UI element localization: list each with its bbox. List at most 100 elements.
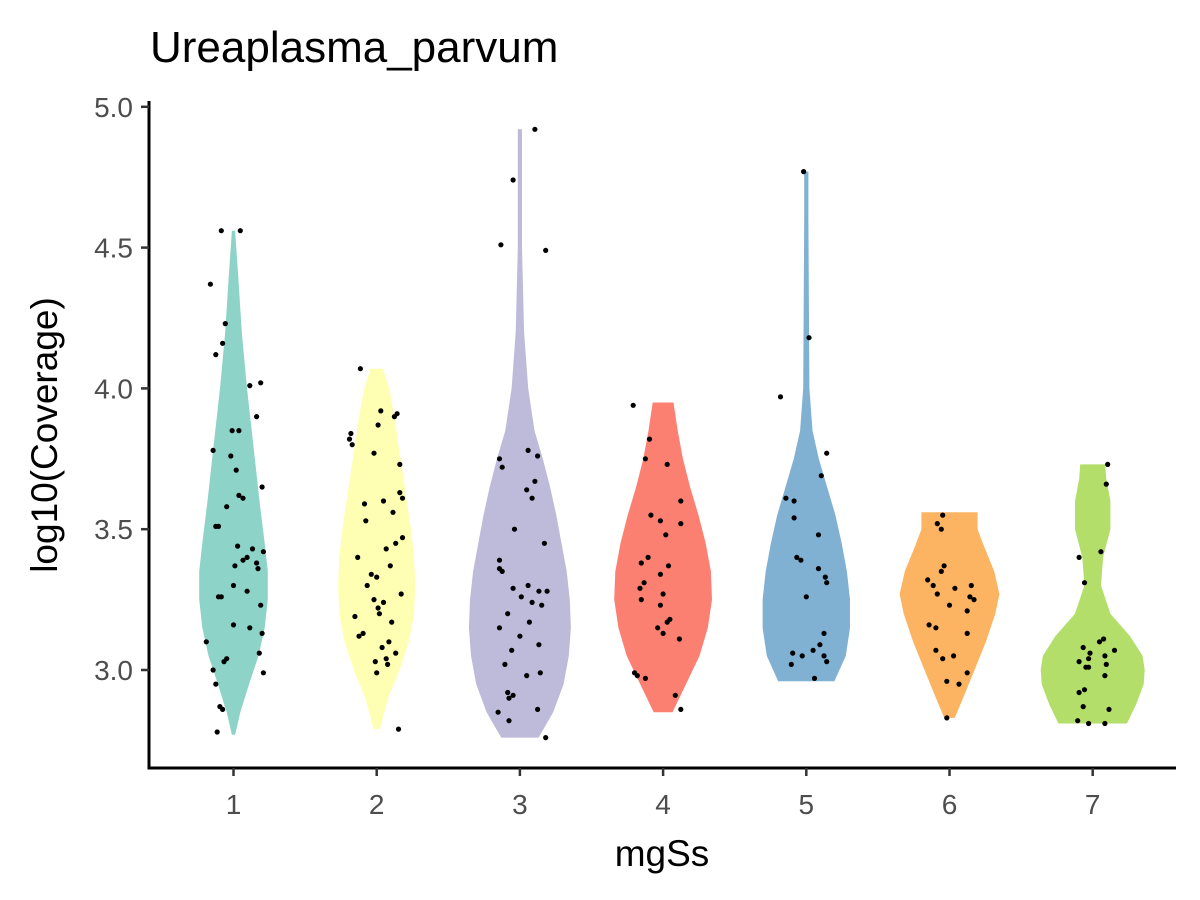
data-point-3 <box>499 464 505 470</box>
data-point-4 <box>642 456 649 462</box>
data-point-1 <box>237 228 243 234</box>
data-point-1 <box>240 557 246 563</box>
data-point-2 <box>379 644 385 651</box>
data-point-4 <box>678 521 684 527</box>
data-point-2 <box>399 495 406 501</box>
data-point-4 <box>642 675 649 682</box>
data-point-1 <box>203 639 209 645</box>
data-point-6 <box>934 521 940 527</box>
data-point-7 <box>1086 720 1092 727</box>
data-point-2 <box>346 436 353 442</box>
data-point-5 <box>818 473 824 479</box>
data-point-2 <box>393 540 399 546</box>
data-point-3 <box>537 670 543 676</box>
data-point-6 <box>944 715 950 721</box>
data-point-3 <box>525 582 531 589</box>
data-point-4 <box>638 560 644 566</box>
x-tick-label: 7 <box>1085 789 1101 820</box>
data-point-6 <box>926 622 932 628</box>
data-point-5 <box>788 661 794 668</box>
data-point-2 <box>349 442 355 448</box>
data-point-4 <box>645 554 651 561</box>
data-point-3 <box>535 453 541 459</box>
data-point-5 <box>798 557 804 563</box>
data-point-5 <box>790 650 796 656</box>
data-point-2 <box>378 408 384 414</box>
data-point-3 <box>518 594 524 600</box>
data-point-6 <box>938 526 944 532</box>
data-point-2 <box>375 605 381 611</box>
data-point-1 <box>258 380 264 386</box>
data-point-1 <box>255 566 261 572</box>
data-point-7 <box>1080 704 1086 710</box>
violin-5 <box>762 171 850 682</box>
x-tick-label: 4 <box>655 789 671 820</box>
data-point-3 <box>495 709 501 715</box>
data-point-1 <box>254 414 260 420</box>
data-point-3 <box>496 557 503 563</box>
data-point-4 <box>660 630 666 637</box>
data-point-1 <box>210 447 216 453</box>
data-point-3 <box>536 642 542 648</box>
data-point-1 <box>213 352 219 358</box>
data-point-4 <box>664 461 670 467</box>
data-point-6 <box>964 670 970 676</box>
data-point-3 <box>524 487 530 493</box>
data-point-7 <box>1106 706 1112 713</box>
data-point-4 <box>657 571 664 577</box>
data-point-5 <box>791 498 797 504</box>
data-point-1 <box>259 484 265 490</box>
data-point-5 <box>824 659 830 665</box>
data-point-3 <box>510 692 516 698</box>
data-point-5 <box>794 554 800 561</box>
data-point-3 <box>505 611 511 617</box>
data-point-2 <box>397 490 403 496</box>
data-point-1 <box>229 428 235 434</box>
data-point-6 <box>933 625 939 631</box>
data-point-3 <box>539 602 545 608</box>
data-point-2 <box>355 554 361 561</box>
data-point-7 <box>1086 656 1092 662</box>
data-point-2 <box>383 546 389 552</box>
chart-title: Ureaplasma_parvum <box>150 23 558 72</box>
data-point-3 <box>536 588 542 594</box>
data-point-2 <box>389 619 395 625</box>
data-point-7 <box>1103 661 1109 668</box>
data-point-1 <box>218 228 224 234</box>
data-point-3 <box>535 706 541 713</box>
data-point-5 <box>824 450 830 456</box>
data-point-4 <box>637 585 643 591</box>
data-point-6 <box>944 678 950 684</box>
data-point-2 <box>374 574 380 580</box>
data-point-7 <box>1080 644 1086 651</box>
data-point-5 <box>811 675 818 682</box>
data-point-1 <box>222 321 228 327</box>
violin-6 <box>899 512 1000 718</box>
data-point-1 <box>235 543 241 549</box>
data-point-7 <box>1075 718 1081 724</box>
data-point-2 <box>363 518 369 524</box>
x-tick-label: 3 <box>512 789 528 820</box>
data-point-2 <box>383 656 389 662</box>
data-point-5 <box>803 594 809 600</box>
data-point-7 <box>1102 673 1108 679</box>
violin-3 <box>468 129 571 738</box>
data-point-3 <box>526 619 533 625</box>
data-point-1 <box>244 588 250 594</box>
data-point-2 <box>391 414 397 420</box>
data-point-6 <box>968 582 974 589</box>
data-point-6 <box>952 585 958 591</box>
data-point-4 <box>665 563 672 569</box>
axes-layer <box>147 101 1176 770</box>
data-point-5 <box>821 653 827 659</box>
data-point-4 <box>655 625 661 631</box>
data-point-2 <box>376 611 382 617</box>
data-point-3 <box>509 647 515 653</box>
data-point-6 <box>940 656 946 662</box>
data-point-3 <box>529 495 535 501</box>
data-point-1 <box>259 630 265 637</box>
data-point-4 <box>676 636 683 642</box>
data-point-1 <box>232 563 238 569</box>
